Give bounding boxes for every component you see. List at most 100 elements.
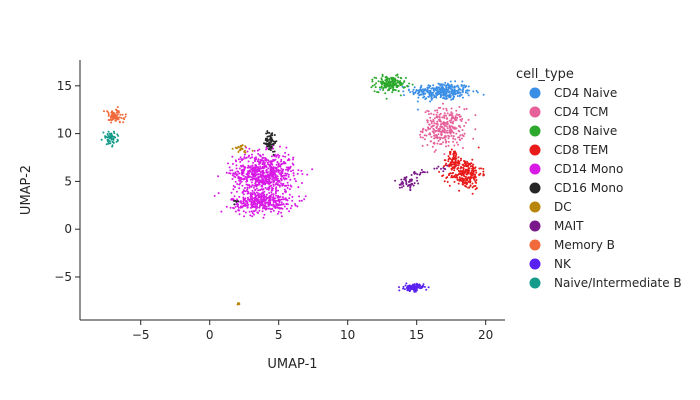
data-point (225, 171, 228, 174)
data-point (253, 213, 255, 216)
data-point (420, 84, 423, 87)
data-point (251, 164, 254, 167)
data-point (449, 157, 452, 160)
data-point (235, 160, 238, 163)
data-point (271, 207, 274, 210)
data-point (451, 90, 454, 93)
data-point (386, 84, 388, 87)
data-point (443, 114, 446, 117)
data-point (286, 172, 289, 175)
data-point (104, 136, 107, 139)
data-point (213, 194, 216, 197)
data-point (465, 178, 468, 181)
data-point (263, 213, 266, 216)
data-point (106, 110, 109, 113)
data-point (450, 174, 453, 177)
data-point (242, 168, 245, 171)
data-point (403, 86, 406, 89)
data-point (461, 118, 464, 120)
data-point (477, 146, 480, 149)
data-point (277, 194, 280, 197)
data-point (260, 167, 263, 170)
data-point (411, 287, 413, 290)
data-point (282, 196, 284, 199)
data-point (115, 108, 117, 111)
data-point (273, 199, 276, 202)
data-point (448, 184, 451, 187)
data-point (261, 185, 264, 188)
data-point (428, 86, 431, 89)
data-point (458, 95, 461, 98)
data-point (266, 131, 269, 134)
data-point (405, 176, 408, 178)
data-point (381, 73, 384, 76)
data-point (276, 199, 279, 202)
data-point (446, 164, 449, 167)
data-point (264, 186, 267, 189)
data-point (280, 160, 282, 163)
data-point (439, 125, 442, 128)
data-point (282, 198, 285, 201)
data-point (431, 125, 434, 128)
data-point (447, 144, 450, 147)
data-point (446, 123, 449, 126)
data-point (239, 156, 242, 159)
data-point (242, 197, 245, 200)
legend-item: CD4 TCM (529, 105, 608, 119)
data-point (284, 172, 287, 175)
x-axis-ticks: −5 0 5 10 15 20 (132, 320, 493, 342)
data-point (256, 205, 258, 207)
data-point (458, 91, 460, 94)
data-point (463, 108, 466, 111)
data-point (460, 137, 463, 140)
data-point (475, 187, 478, 190)
data-point (271, 204, 273, 207)
data-point (405, 180, 408, 183)
y-tick-label: 5 (64, 174, 72, 188)
data-point (266, 140, 269, 143)
data-point (266, 130, 269, 133)
data-point (264, 207, 267, 210)
data-point (442, 165, 445, 168)
data-point (252, 161, 255, 164)
data-point (238, 167, 241, 170)
data-point (264, 158, 267, 161)
data-point (433, 132, 435, 135)
data-point (272, 180, 275, 183)
data-point (475, 179, 478, 182)
data-point (281, 172, 284, 175)
data-point (251, 215, 254, 218)
data-point (445, 92, 448, 95)
data-point (266, 188, 268, 191)
data-point (116, 138, 119, 141)
data-point (450, 164, 453, 167)
data-point (233, 175, 236, 178)
data-point (427, 126, 429, 129)
data-point (433, 167, 436, 170)
data-point (442, 102, 444, 105)
data-point (268, 177, 271, 180)
data-point (427, 113, 430, 116)
legend-label: CD4 Naive (554, 86, 617, 100)
data-point (371, 78, 374, 81)
data-point (432, 94, 435, 97)
data-point (452, 140, 455, 143)
data-point (217, 175, 220, 178)
data-point (449, 95, 452, 97)
data-point (419, 133, 422, 136)
data-point (426, 121, 429, 124)
data-point (238, 209, 241, 212)
data-point (404, 179, 407, 182)
data-point (398, 82, 401, 85)
data-point (452, 95, 455, 98)
data-point (441, 126, 444, 128)
legend-marker (529, 125, 541, 137)
data-point (427, 286, 430, 289)
data-point (259, 175, 262, 178)
data-point (462, 180, 465, 183)
data-point (284, 177, 287, 180)
data-point (292, 172, 295, 175)
data-point (455, 132, 458, 135)
data-point (445, 109, 448, 112)
data-point (437, 82, 440, 85)
